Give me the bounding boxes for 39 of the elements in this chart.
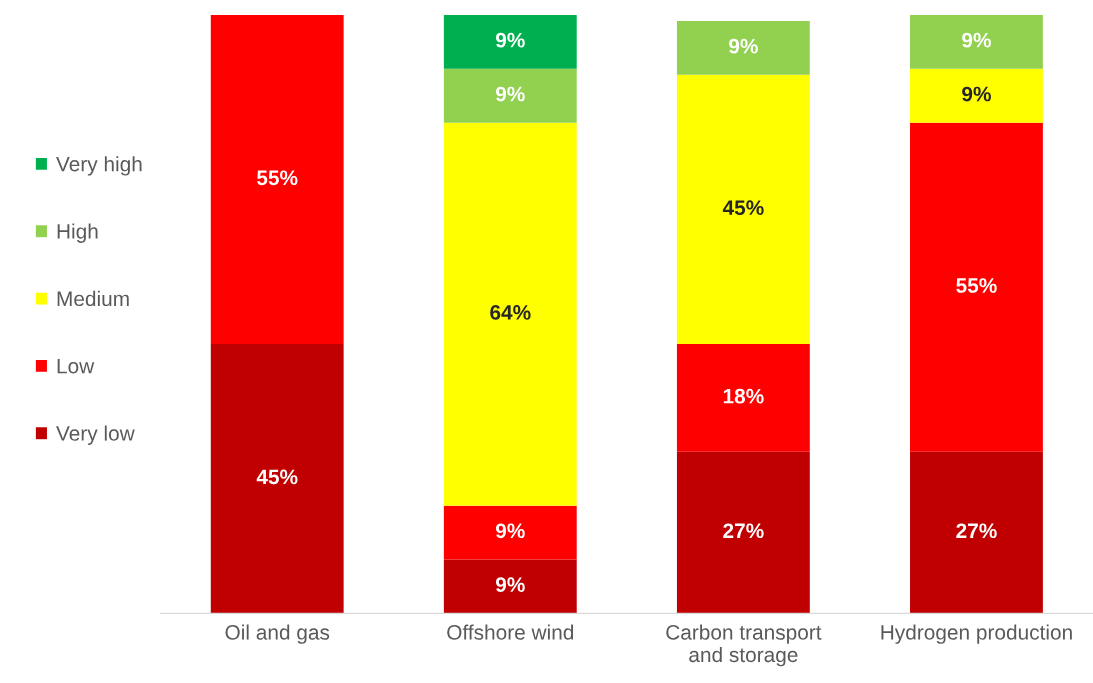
legend-label: Medium (57, 290, 129, 307)
legend-label: High (57, 223, 98, 243)
bar (443, 505, 577, 560)
legend-label: Very low (56, 425, 135, 445)
data-label: 9% (495, 32, 525, 48)
x-tick-label: Hydrogen production (881, 624, 1072, 644)
data-label: 55% (956, 278, 997, 293)
bar (910, 122, 1043, 452)
bar (676, 344, 810, 452)
legend-label: Very high (56, 156, 142, 176)
data-label: 9% (495, 523, 525, 539)
x-tick-label: Oil and gas (225, 624, 330, 644)
bar (210, 344, 344, 614)
bar (443, 122, 577, 506)
bar (676, 451, 810, 614)
bar (210, 15, 344, 345)
data-label: 9% (495, 577, 525, 592)
bar (443, 559, 577, 614)
data-label: 45% (722, 200, 764, 216)
data-label: 64% (490, 305, 531, 320)
bar (910, 68, 1043, 123)
data-label: 27% (956, 523, 997, 539)
data-label: 27% (723, 523, 764, 539)
data-label: 9% (729, 38, 758, 54)
bar (910, 451, 1043, 614)
bar (443, 15, 577, 69)
data-label: 9% (962, 32, 991, 48)
x-tick-label: Offshore wind (447, 624, 574, 640)
data-label: 9% (962, 86, 991, 102)
data-label: 9% (495, 86, 525, 102)
data-label: 45% (256, 469, 298, 485)
bar (676, 74, 810, 345)
bar (443, 68, 577, 123)
data-label: 18% (723, 388, 764, 404)
data-label: 55% (257, 170, 298, 186)
x-tick-label: Carbon transport and storage (666, 624, 822, 667)
bar (910, 15, 1043, 69)
bar (676, 21, 810, 75)
legend-label: Low (57, 358, 95, 374)
